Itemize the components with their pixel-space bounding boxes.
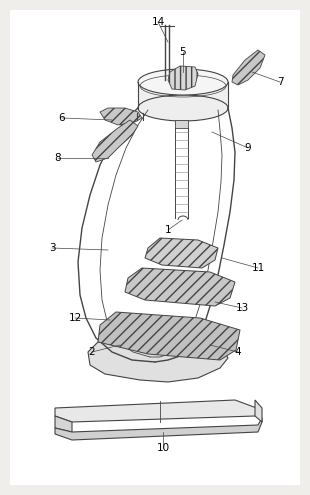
Text: 9: 9 [245,143,251,153]
Polygon shape [98,312,240,360]
Polygon shape [88,338,228,382]
Polygon shape [168,66,198,90]
Polygon shape [55,400,262,422]
Ellipse shape [138,95,228,121]
Text: 3: 3 [49,243,55,253]
Polygon shape [138,82,228,108]
Polygon shape [232,50,265,85]
Polygon shape [55,418,262,440]
Text: 7: 7 [277,77,283,87]
Polygon shape [55,416,72,432]
Polygon shape [125,268,235,306]
Polygon shape [145,238,218,268]
Text: 14: 14 [151,17,165,27]
Text: 10: 10 [157,443,170,453]
Text: 5: 5 [180,47,186,57]
Polygon shape [100,108,142,125]
Polygon shape [255,400,262,422]
Text: 1: 1 [165,225,171,235]
Text: 4: 4 [235,347,241,357]
Text: 2: 2 [89,347,95,357]
Text: 12: 12 [69,313,82,323]
Text: 11: 11 [251,263,265,273]
Text: 13: 13 [235,303,249,313]
Text: 8: 8 [55,153,61,163]
Ellipse shape [138,69,228,95]
Polygon shape [175,120,188,128]
Text: 6: 6 [59,113,65,123]
Polygon shape [10,10,300,485]
Polygon shape [92,120,138,162]
